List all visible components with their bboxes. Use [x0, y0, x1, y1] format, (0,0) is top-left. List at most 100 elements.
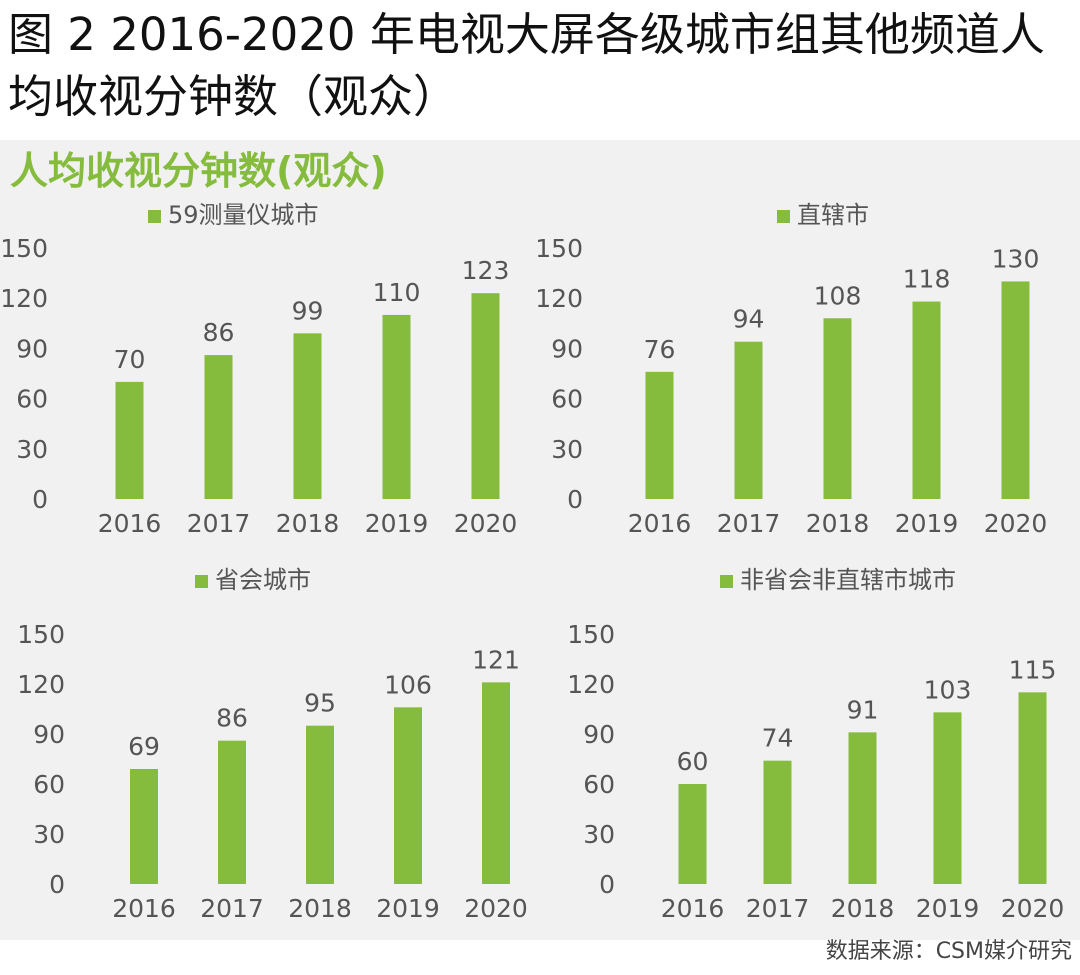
y-tick-label: 30	[33, 820, 65, 849]
data-label: 76	[644, 335, 676, 364]
y-tick-label: 60	[583, 770, 615, 799]
bar	[482, 682, 510, 884]
bar	[912, 301, 941, 499]
bar-chart-3: 省会城市 0 30 60 90 120 150 69 2016 86 2017 95 2018 106 20…	[17, 566, 528, 923]
x-tick-label: 2019	[895, 509, 959, 538]
data-label: 70	[114, 345, 146, 374]
figure-title: 图 2 2016-2020 年电视大屏各级城市组其他频道人均收视分钟数（观众）	[8, 8, 1045, 123]
y-tick-label: 150	[567, 620, 615, 649]
bar	[933, 712, 962, 884]
data-label: 121	[472, 645, 520, 674]
x-tick-label: 2016	[112, 894, 176, 923]
data-label: 95	[304, 689, 336, 718]
x-tick-label: 2018	[276, 509, 340, 538]
bar	[130, 769, 158, 884]
data-label: 69	[128, 732, 160, 761]
bar	[1018, 692, 1047, 884]
x-tick-label: 2019	[365, 509, 429, 538]
data-label: 91	[847, 695, 879, 724]
data-label: 99	[292, 296, 324, 325]
y-tick-label: 0	[567, 485, 583, 514]
x-tick-label: 2016	[628, 509, 692, 538]
y-tick-label: 120	[535, 284, 583, 313]
data-label: 86	[203, 318, 235, 347]
legend-swatch	[720, 575, 733, 588]
y-tick-label: 30	[16, 435, 48, 464]
bar-chart-2: 直辖市 0 30 60 90 120 150 76 2016 94 2017 108 2018 118 20…	[535, 201, 1047, 538]
y-tick-label: 60	[16, 385, 48, 414]
y-tick-label: 90	[33, 720, 65, 749]
bar	[645, 371, 674, 499]
y-tick-label: 0	[32, 485, 48, 514]
bar	[1001, 281, 1030, 499]
source-note: 数据来源：CSM媒介研究	[825, 939, 1072, 964]
data-label: 110	[373, 278, 421, 307]
chart-panel-background	[0, 140, 1080, 940]
bar	[115, 381, 144, 499]
chart-heading: 人均收视分钟数(观众)	[10, 149, 387, 193]
y-tick-label: 150	[0, 234, 48, 263]
data-label: 130	[992, 244, 1040, 273]
y-tick-label: 90	[16, 334, 48, 363]
data-label: 103	[924, 675, 972, 704]
y-tick-label: 30	[551, 435, 583, 464]
bar	[678, 784, 707, 884]
x-tick-label: 2020	[984, 509, 1048, 538]
y-tick-label: 0	[49, 870, 65, 899]
bar	[471, 293, 500, 499]
x-tick-label: 2017	[187, 509, 251, 538]
y-tick-label: 120	[567, 670, 615, 699]
data-label: 94	[733, 305, 765, 334]
data-label: 106	[384, 670, 432, 699]
data-label: 60	[677, 747, 709, 776]
legend-label: 省会城市	[215, 566, 311, 594]
x-tick-label: 2016	[661, 894, 725, 923]
bar	[218, 740, 246, 884]
x-tick-label: 2018	[288, 894, 352, 923]
x-tick-label: 2017	[746, 894, 810, 923]
bar	[823, 318, 852, 499]
legend-swatch	[195, 575, 208, 588]
data-label: 118	[903, 265, 951, 294]
data-label: 86	[216, 704, 248, 733]
x-tick-label: 2020	[1001, 894, 1065, 923]
bar	[204, 355, 233, 499]
x-tick-label: 2020	[454, 509, 518, 538]
legend-label: 直辖市	[797, 201, 869, 229]
x-tick-label: 2018	[806, 509, 870, 538]
x-tick-label: 2018	[831, 894, 895, 923]
bar	[734, 341, 763, 499]
y-tick-label: 90	[583, 720, 615, 749]
bar	[382, 314, 411, 499]
legend-label: 非省会非直辖市城市	[740, 566, 956, 594]
y-tick-label: 150	[535, 234, 583, 263]
data-label: 115	[1009, 655, 1057, 684]
bar	[293, 333, 322, 499]
x-tick-label: 2019	[376, 894, 440, 923]
y-tick-label: 90	[551, 334, 583, 363]
legend-swatch	[777, 210, 790, 223]
data-label: 74	[762, 724, 794, 753]
y-tick-label: 60	[33, 770, 65, 799]
data-label: 108	[814, 281, 862, 310]
y-tick-label: 30	[583, 820, 615, 849]
y-tick-label: 60	[551, 385, 583, 414]
legend-label: 59测量仪城市	[168, 201, 319, 229]
y-tick-label: 120	[0, 284, 48, 313]
bar-chart-1: 59测量仪城市 0 30 60 90 120 150 70 2016 86 2017 99 2018 11…	[0, 201, 517, 538]
y-tick-label: 120	[17, 670, 65, 699]
bar	[848, 732, 877, 884]
x-tick-label: 2017	[200, 894, 264, 923]
bar-chart-4: 非省会非直辖市城市 0 30 60 90 120 150 60 2016 74 2017 91 2018…	[567, 566, 1064, 923]
bar	[394, 707, 422, 884]
y-tick-label: 0	[599, 870, 615, 899]
bar	[763, 760, 792, 884]
data-label: 123	[462, 256, 510, 285]
x-tick-label: 2017	[717, 509, 781, 538]
bar	[306, 725, 334, 884]
charts-area: 59测量仪城市 0 30 60 90 120 150 70 2016 86 2017 99 2018 11…	[0, 201, 1064, 923]
x-tick-label: 2016	[98, 509, 162, 538]
x-tick-label: 2020	[464, 894, 528, 923]
y-tick-label: 150	[17, 620, 65, 649]
x-tick-label: 2019	[916, 894, 980, 923]
